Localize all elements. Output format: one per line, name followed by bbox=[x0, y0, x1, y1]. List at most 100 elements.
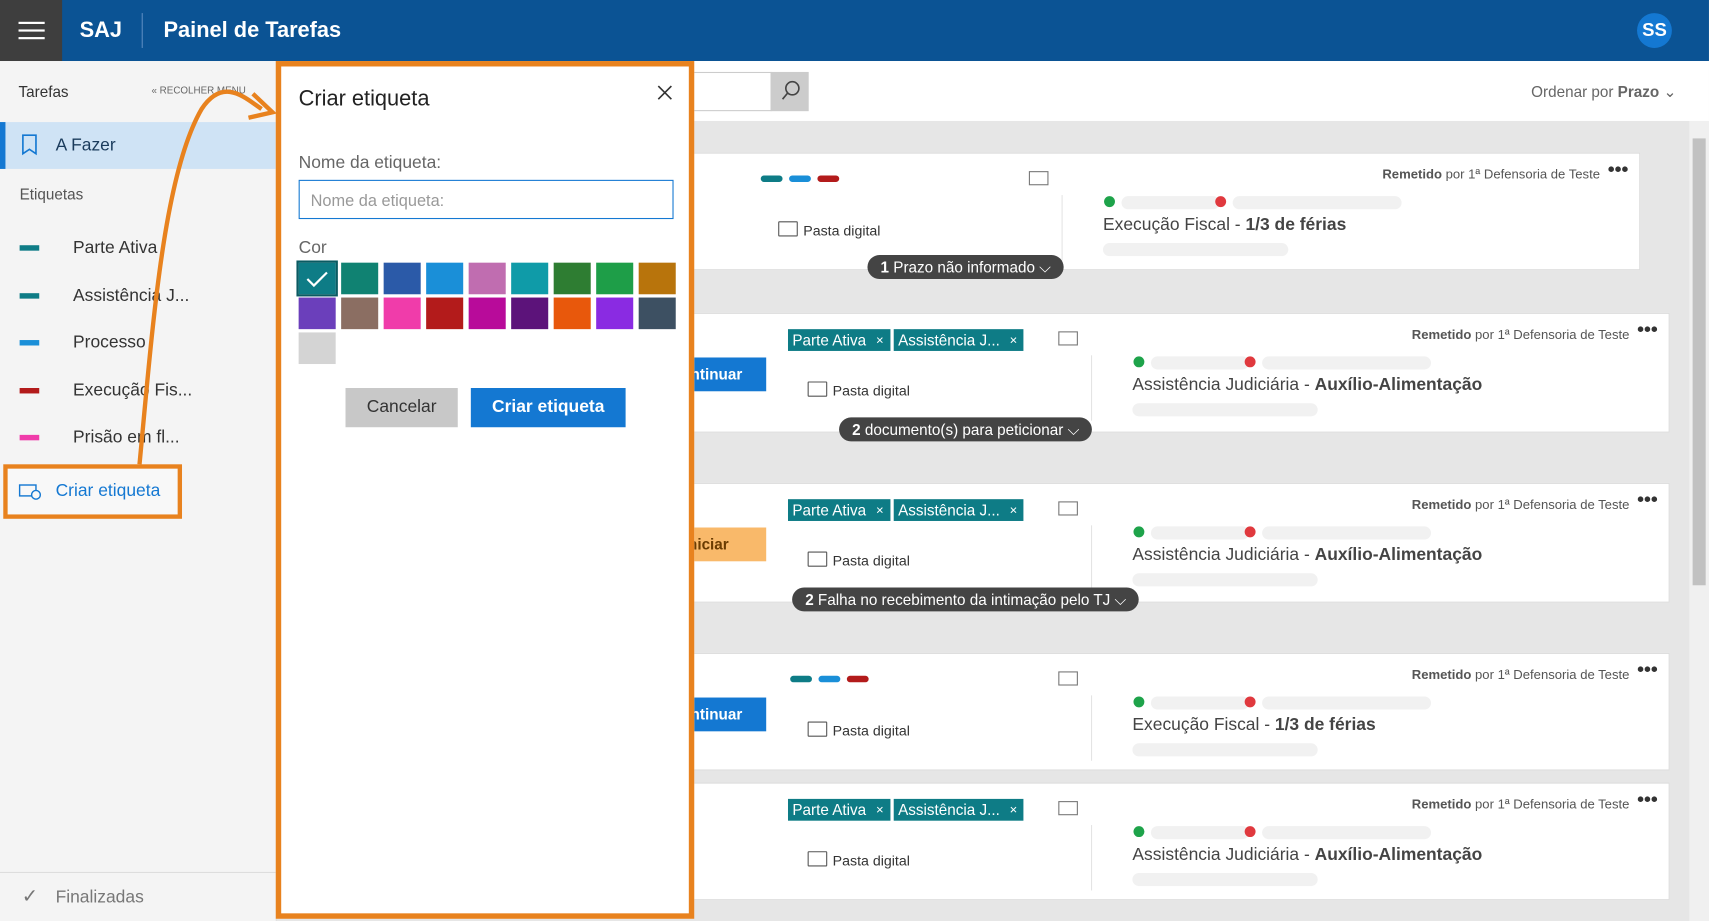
app-name: SAJ bbox=[79, 18, 122, 43]
more-button[interactable]: ••• bbox=[1607, 158, 1629, 180]
color-label: Cor bbox=[298, 238, 327, 258]
folder-link[interactable]: Pasta digital bbox=[832, 552, 910, 569]
label-name[interactable]: Processo bbox=[73, 333, 146, 353]
color-swatch[interactable] bbox=[553, 297, 591, 330]
add-label-icon[interactable] bbox=[1058, 331, 1078, 346]
chevron: ⌄ bbox=[1663, 82, 1677, 101]
label-name[interactable]: Execução Fis... bbox=[73, 380, 193, 400]
pill[interactable]: 2 Falha no recebimento da intimação pelo… bbox=[792, 587, 1140, 612]
close-button[interactable] bbox=[656, 84, 673, 101]
color-swatch[interactable] bbox=[341, 297, 379, 330]
add-label-icon[interactable] bbox=[1058, 671, 1078, 686]
bookmark-icon bbox=[22, 134, 37, 156]
sidebar-title: Tarefas bbox=[18, 82, 69, 101]
folder-icon bbox=[807, 381, 828, 397]
label-tag[interactable]: Assistência J... × bbox=[893, 499, 1024, 521]
folder-link[interactable]: Pasta digital bbox=[832, 722, 910, 739]
label-name[interactable]: Assistência J... bbox=[73, 286, 190, 305]
plus-icon bbox=[1133, 696, 1145, 708]
color-swatch[interactable] bbox=[426, 262, 464, 295]
done-label[interactable]: Finalizadas bbox=[55, 888, 144, 907]
minus-icon bbox=[1244, 826, 1256, 838]
folder-link[interactable]: Pasta digital bbox=[832, 382, 910, 399]
search-button[interactable] bbox=[770, 71, 809, 112]
color-swatch[interactable] bbox=[468, 262, 506, 295]
color-swatch[interactable] bbox=[596, 262, 634, 295]
color-swatch[interactable] bbox=[596, 297, 634, 330]
color-swatch[interactable] bbox=[511, 262, 549, 295]
blur bbox=[1121, 196, 1220, 210]
blur bbox=[1150, 356, 1250, 370]
add-label-icon[interactable] bbox=[1058, 501, 1078, 516]
blur bbox=[1262, 826, 1432, 840]
color-swatch[interactable] bbox=[296, 260, 338, 297]
label-tag[interactable]: Assistência J... × bbox=[893, 329, 1024, 351]
label-name[interactable]: Prisão em fl... bbox=[73, 428, 180, 447]
separator bbox=[1090, 525, 1093, 591]
blur bbox=[1132, 873, 1318, 887]
label-color bbox=[19, 245, 40, 251]
label-dot bbox=[789, 175, 811, 183]
color-swatch[interactable] bbox=[298, 297, 336, 330]
search-icon bbox=[781, 80, 800, 100]
label-dot bbox=[846, 675, 869, 683]
folder-link[interactable]: Pasta digital bbox=[803, 222, 881, 239]
todo-item[interactable] bbox=[0, 122, 276, 169]
blur bbox=[1150, 826, 1250, 840]
folder-icon bbox=[807, 851, 828, 867]
more-button[interactable]: ••• bbox=[1637, 787, 1658, 810]
remetido: Remetido por 1ª Defensoria de Teste bbox=[1412, 667, 1630, 682]
color-swatch[interactable] bbox=[383, 297, 421, 330]
color-swatch[interactable] bbox=[426, 297, 464, 330]
label-dot bbox=[790, 675, 812, 683]
remove-tag: × bbox=[875, 802, 884, 818]
color-swatch[interactable] bbox=[638, 262, 676, 295]
create-label-text: Criar etiqueta bbox=[55, 481, 161, 501]
remetido-by: por 1ª Defensoria de Teste bbox=[1475, 496, 1630, 513]
remetido: Remetido por 1ª Defensoria de Teste bbox=[1412, 797, 1630, 812]
check-icon: ✓ bbox=[21, 884, 39, 907]
collapse-text: RECOLHER MENU bbox=[159, 85, 246, 96]
color-swatch[interactable] bbox=[341, 262, 379, 295]
label-name[interactable]: Parte Ativa bbox=[73, 238, 158, 258]
color-swatch[interactable] bbox=[383, 262, 421, 295]
submit-button[interactable]: Criar etiqueta bbox=[470, 388, 626, 428]
label-tag[interactable]: Parte Ativa × bbox=[787, 499, 891, 521]
name-label: Nome da etiqueta: bbox=[298, 153, 442, 173]
folder-link[interactable]: Pasta digital bbox=[832, 852, 910, 869]
more-button[interactable]: ••• bbox=[1637, 488, 1658, 511]
name-input[interactable]: Nome da etiqueta: bbox=[298, 179, 674, 220]
pill-text: documento(s) para peticionar bbox=[864, 420, 1064, 439]
more-button[interactable]: ••• bbox=[1637, 658, 1658, 681]
pill[interactable]: 1 Prazo não informado ⌵ bbox=[867, 255, 1064, 280]
scroll-thumb[interactable] bbox=[1692, 138, 1706, 586]
sort[interactable]: Ordenar por Prazo ⌄ bbox=[1531, 83, 1676, 102]
label-tag[interactable]: Parte Ativa × bbox=[787, 798, 891, 821]
add-label-icon[interactable] bbox=[1028, 171, 1049, 186]
avatar[interactable]: SS bbox=[1637, 13, 1672, 48]
color-swatch[interactable] bbox=[298, 332, 336, 365]
more-button[interactable]: ••• bbox=[1637, 318, 1658, 341]
cancel-button[interactable]: Cancelar bbox=[345, 388, 458, 428]
header bbox=[0, 0, 1709, 62]
label-tag[interactable]: Assistência J... × bbox=[893, 798, 1024, 821]
color-swatch[interactable] bbox=[511, 297, 549, 330]
remetido-label: Remetido bbox=[1411, 496, 1472, 513]
pill-count: 1 bbox=[880, 258, 890, 276]
collapse-menu[interactable]: « RECOLHER MENU bbox=[151, 85, 246, 96]
pill[interactable]: 2 documento(s) para peticionar ⌵ bbox=[839, 417, 1093, 442]
color-swatch[interactable] bbox=[638, 297, 676, 330]
add-label-icon[interactable] bbox=[1058, 801, 1078, 816]
label-tag[interactable]: Parte Ativa × bbox=[787, 329, 891, 351]
separator bbox=[1061, 195, 1063, 261]
task-card: Iniciar Parte Ativa × Assistência J... × Past… bbox=[610, 482, 1670, 603]
color-swatch[interactable] bbox=[553, 262, 591, 295]
minus-icon bbox=[1244, 526, 1256, 538]
subject-class: Assistência Judiciária bbox=[1132, 546, 1300, 565]
divider bbox=[0, 871, 276, 874]
plus-icon bbox=[1104, 196, 1115, 208]
menu-button[interactable] bbox=[0, 0, 63, 62]
color-swatch[interactable] bbox=[468, 297, 506, 330]
